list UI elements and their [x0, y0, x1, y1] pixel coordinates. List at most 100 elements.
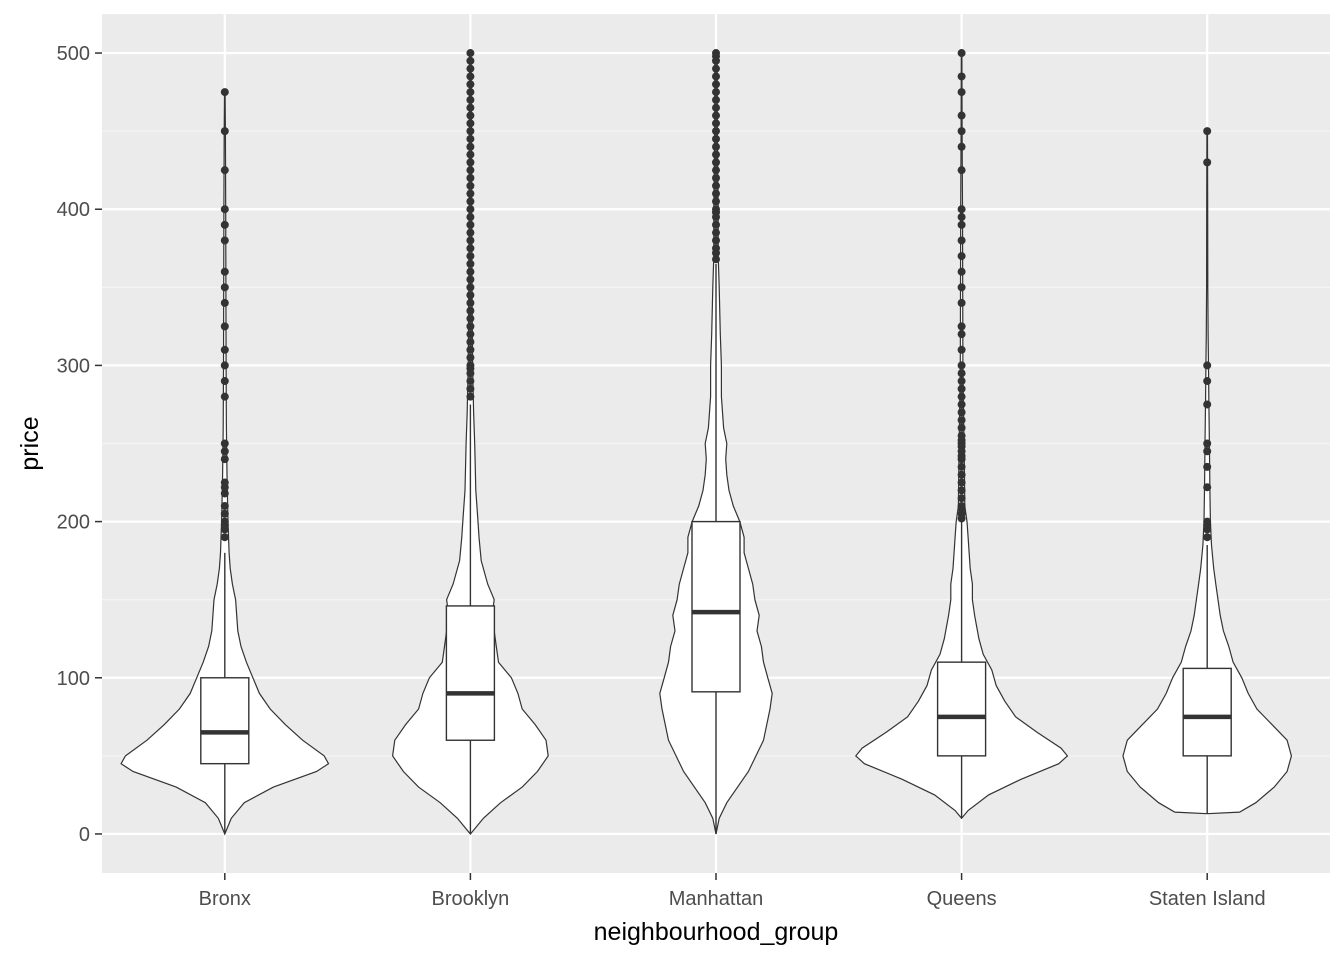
outlier-point: [466, 119, 475, 128]
outlier-point: [466, 181, 475, 190]
outlier-point: [1203, 127, 1212, 136]
outlier-point: [220, 88, 229, 97]
outlier-point: [712, 127, 720, 136]
outlier-point: [712, 111, 720, 120]
outlier-point: [466, 64, 475, 73]
outlier-point: [957, 392, 966, 401]
outlier-point: [957, 298, 966, 307]
outlier-point: [1203, 462, 1212, 471]
y-axis-title: price: [16, 416, 44, 470]
outlier-point: [220, 220, 229, 229]
outlier-point: [712, 64, 720, 73]
outlier-point: [466, 205, 475, 214]
y-tick-label: 200: [57, 512, 90, 534]
outlier-point: [220, 489, 229, 498]
outlier-point: [220, 205, 229, 214]
outlier-point: [957, 220, 966, 229]
outlier-point: [957, 142, 966, 151]
outlier-point: [957, 423, 966, 432]
axes-layer: 0 100 200 300 400 500 Bronx Brooklyn Manhattan Qu…: [57, 43, 1266, 910]
outlier-point: [220, 533, 229, 542]
outlier-point: [957, 267, 966, 276]
outlier-point: [466, 337, 475, 346]
x-axis-title: neighbourhood_group: [594, 918, 839, 946]
outlier-point: [1203, 377, 1212, 386]
outlier-point: [957, 252, 966, 261]
outlier-point: [957, 127, 966, 136]
outlier-point: [466, 127, 475, 136]
box-iqr: [1182, 667, 1232, 757]
outlier-point: [957, 377, 966, 386]
outlier-point: [466, 134, 475, 143]
outlier-point: [1203, 447, 1212, 456]
outlier-point: [957, 72, 966, 81]
outlier-point: [1203, 483, 1212, 492]
outlier-point: [466, 353, 475, 362]
outlier-point: [957, 501, 966, 510]
outlier-point: [466, 95, 475, 104]
outlier-point: [957, 416, 966, 425]
outlier-point: [466, 384, 475, 393]
y-tick-label: 400: [57, 199, 90, 221]
outlier-point: [466, 166, 475, 175]
outlier-point: [466, 322, 475, 331]
outlier-point: [957, 431, 966, 440]
outlier-point: [957, 462, 966, 471]
outlier-point: [466, 345, 475, 354]
outlier-point: [466, 88, 475, 97]
box-iqr: [200, 677, 250, 765]
outlier-point: [957, 49, 966, 58]
outlier-point: [712, 49, 720, 58]
outlier-point: [957, 361, 966, 370]
x-tick-label: Staten Island: [1149, 888, 1266, 910]
outlier-point: [220, 127, 229, 136]
outlier-point: [1203, 400, 1212, 409]
outlier-point: [712, 166, 720, 175]
outlier-point: [957, 494, 966, 503]
outlier-point: [712, 88, 720, 97]
outlier-point: [466, 392, 475, 401]
outlier-point: [466, 361, 475, 370]
outlier-point: [466, 49, 475, 58]
outlier-point: [220, 236, 229, 245]
outlier-point: [957, 408, 966, 417]
outlier-point: [220, 447, 229, 456]
outlier-point: [712, 95, 720, 104]
outlier-point: [466, 236, 475, 245]
outlier-point: [712, 158, 720, 167]
box-iqr: [445, 605, 496, 741]
x-tick-label: Brooklyn: [431, 888, 509, 910]
outlier-point: [712, 142, 720, 151]
x-tick-label: Manhattan: [669, 888, 764, 910]
outlier-point: [1203, 533, 1212, 542]
outlier-point: [957, 322, 966, 331]
outlier-point: [957, 384, 966, 393]
outlier-point: [712, 119, 720, 128]
y-tick-label: 500: [57, 43, 90, 65]
outlier-point: [712, 205, 720, 214]
outlier-point: [220, 322, 229, 331]
outlier-point: [466, 80, 475, 89]
outlier-point: [712, 255, 720, 264]
outlier-point: [220, 283, 229, 292]
outlier-point: [712, 173, 720, 182]
outlier-point: [957, 166, 966, 175]
outlier-layer: [220, 49, 1212, 542]
outlier-point: [466, 298, 475, 307]
outlier-point: [220, 392, 229, 401]
outlier-point: [466, 252, 475, 261]
outlier-point: [712, 80, 720, 89]
outlier-point: [466, 158, 475, 167]
outlier-point: [220, 377, 229, 386]
x-tick-label: Bronx: [199, 888, 251, 910]
outlier-point: [466, 189, 475, 198]
outlier-point: [957, 486, 966, 495]
outlier-point: [957, 213, 966, 222]
outlier-point: [1203, 361, 1212, 370]
outlier-point: [466, 275, 475, 284]
box-iqr: [691, 520, 741, 693]
outlier-point: [220, 517, 229, 526]
outlier-point: [220, 361, 229, 370]
outlier-point: [466, 314, 475, 323]
